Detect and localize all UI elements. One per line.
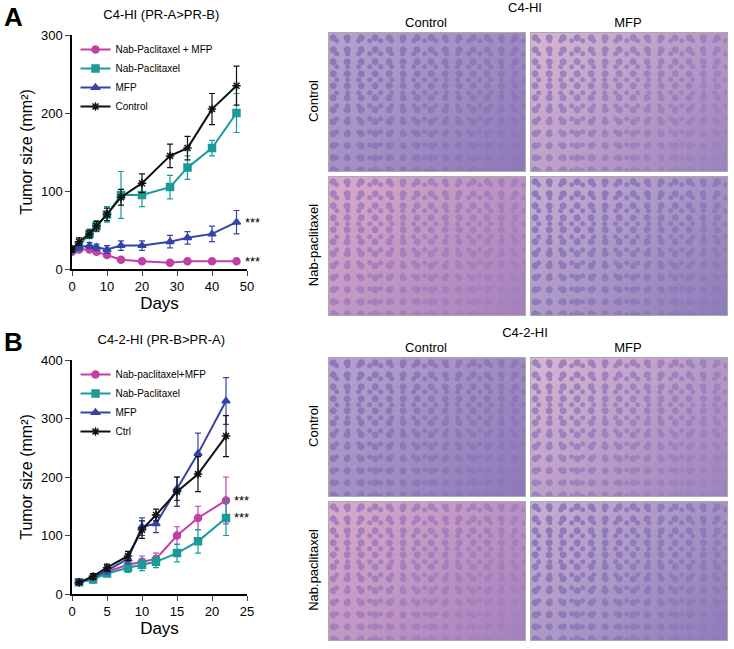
svg-text:100: 100 xyxy=(41,528,63,543)
svg-text:5: 5 xyxy=(103,604,110,619)
html-text:C4-HI: C4-HI xyxy=(508,0,542,15)
svg-text:10: 10 xyxy=(100,279,114,294)
svg-text:Days: Days xyxy=(140,294,179,313)
svg-text:Nab-Paclitaxel + MFP: Nab-Paclitaxel + MFP xyxy=(116,44,213,55)
svg-text:C4-2-HI (PR-B>PR-A): C4-2-HI (PR-B>PR-A) xyxy=(98,332,226,347)
svg-text:25: 25 xyxy=(240,604,254,619)
svg-text:30: 30 xyxy=(170,279,184,294)
html-text:Control: Control xyxy=(405,340,447,355)
svg-text:15: 15 xyxy=(170,604,184,619)
svg-text:200: 200 xyxy=(41,106,63,121)
svg-text:MFP: MFP xyxy=(116,82,137,93)
svg-text:***: *** xyxy=(245,254,260,269)
svg-text:MFP: MFP xyxy=(116,407,137,418)
svg-text:Nab-Paclitaxel: Nab-Paclitaxel xyxy=(116,63,180,74)
svg-text:0: 0 xyxy=(55,262,62,277)
html-text:Nab-paclitaxel: Nab-paclitaxel xyxy=(306,203,321,287)
svg-text:300: 300 xyxy=(41,411,63,426)
svg-text:Nab-paclitaxel+MFP: Nab-paclitaxel+MFP xyxy=(116,369,207,380)
svg-text:Control: Control xyxy=(116,101,148,112)
svg-text:Tumor size (mm²): Tumor size (mm²) xyxy=(18,414,35,540)
svg-text:***: *** xyxy=(234,493,249,508)
html-text:B: B xyxy=(4,327,23,357)
svg-text:0: 0 xyxy=(55,587,62,602)
svg-text:400: 400 xyxy=(41,353,63,368)
svg-text:300: 300 xyxy=(41,28,63,43)
html-text:MFP: MFP xyxy=(614,15,642,30)
svg-text:***: *** xyxy=(234,510,249,525)
svg-text:40: 40 xyxy=(205,279,219,294)
svg-text:20: 20 xyxy=(205,604,219,619)
svg-text:Nab-Paclitaxel: Nab-Paclitaxel xyxy=(116,388,180,399)
svg-text:***: *** xyxy=(245,215,260,230)
svg-text:Ctrl: Ctrl xyxy=(116,426,132,437)
html-text:MFP: MFP xyxy=(614,340,642,355)
svg-text:Tumor size (mm²): Tumor size (mm²) xyxy=(18,89,35,215)
html-text:Control: Control xyxy=(306,80,321,122)
html-text:Control: Control xyxy=(405,15,447,30)
html-text:Nab.paclitaxel: Nab.paclitaxel xyxy=(306,529,321,611)
html-text:C4-2-HI: C4-2-HI xyxy=(502,325,548,340)
svg-text:100: 100 xyxy=(41,184,63,199)
svg-text:0: 0 xyxy=(68,279,75,294)
svg-text:Days: Days xyxy=(140,619,179,638)
svg-text:50: 50 xyxy=(240,279,254,294)
svg-text:20: 20 xyxy=(135,279,149,294)
html-text:Control: Control xyxy=(306,405,321,447)
svg-text:0: 0 xyxy=(68,604,75,619)
html-text:A: A xyxy=(4,2,23,32)
svg-text:10: 10 xyxy=(135,604,149,619)
svg-text:C4-HI (PR-A>PR-B): C4-HI (PR-A>PR-B) xyxy=(103,7,219,22)
svg-text:200: 200 xyxy=(41,470,63,485)
